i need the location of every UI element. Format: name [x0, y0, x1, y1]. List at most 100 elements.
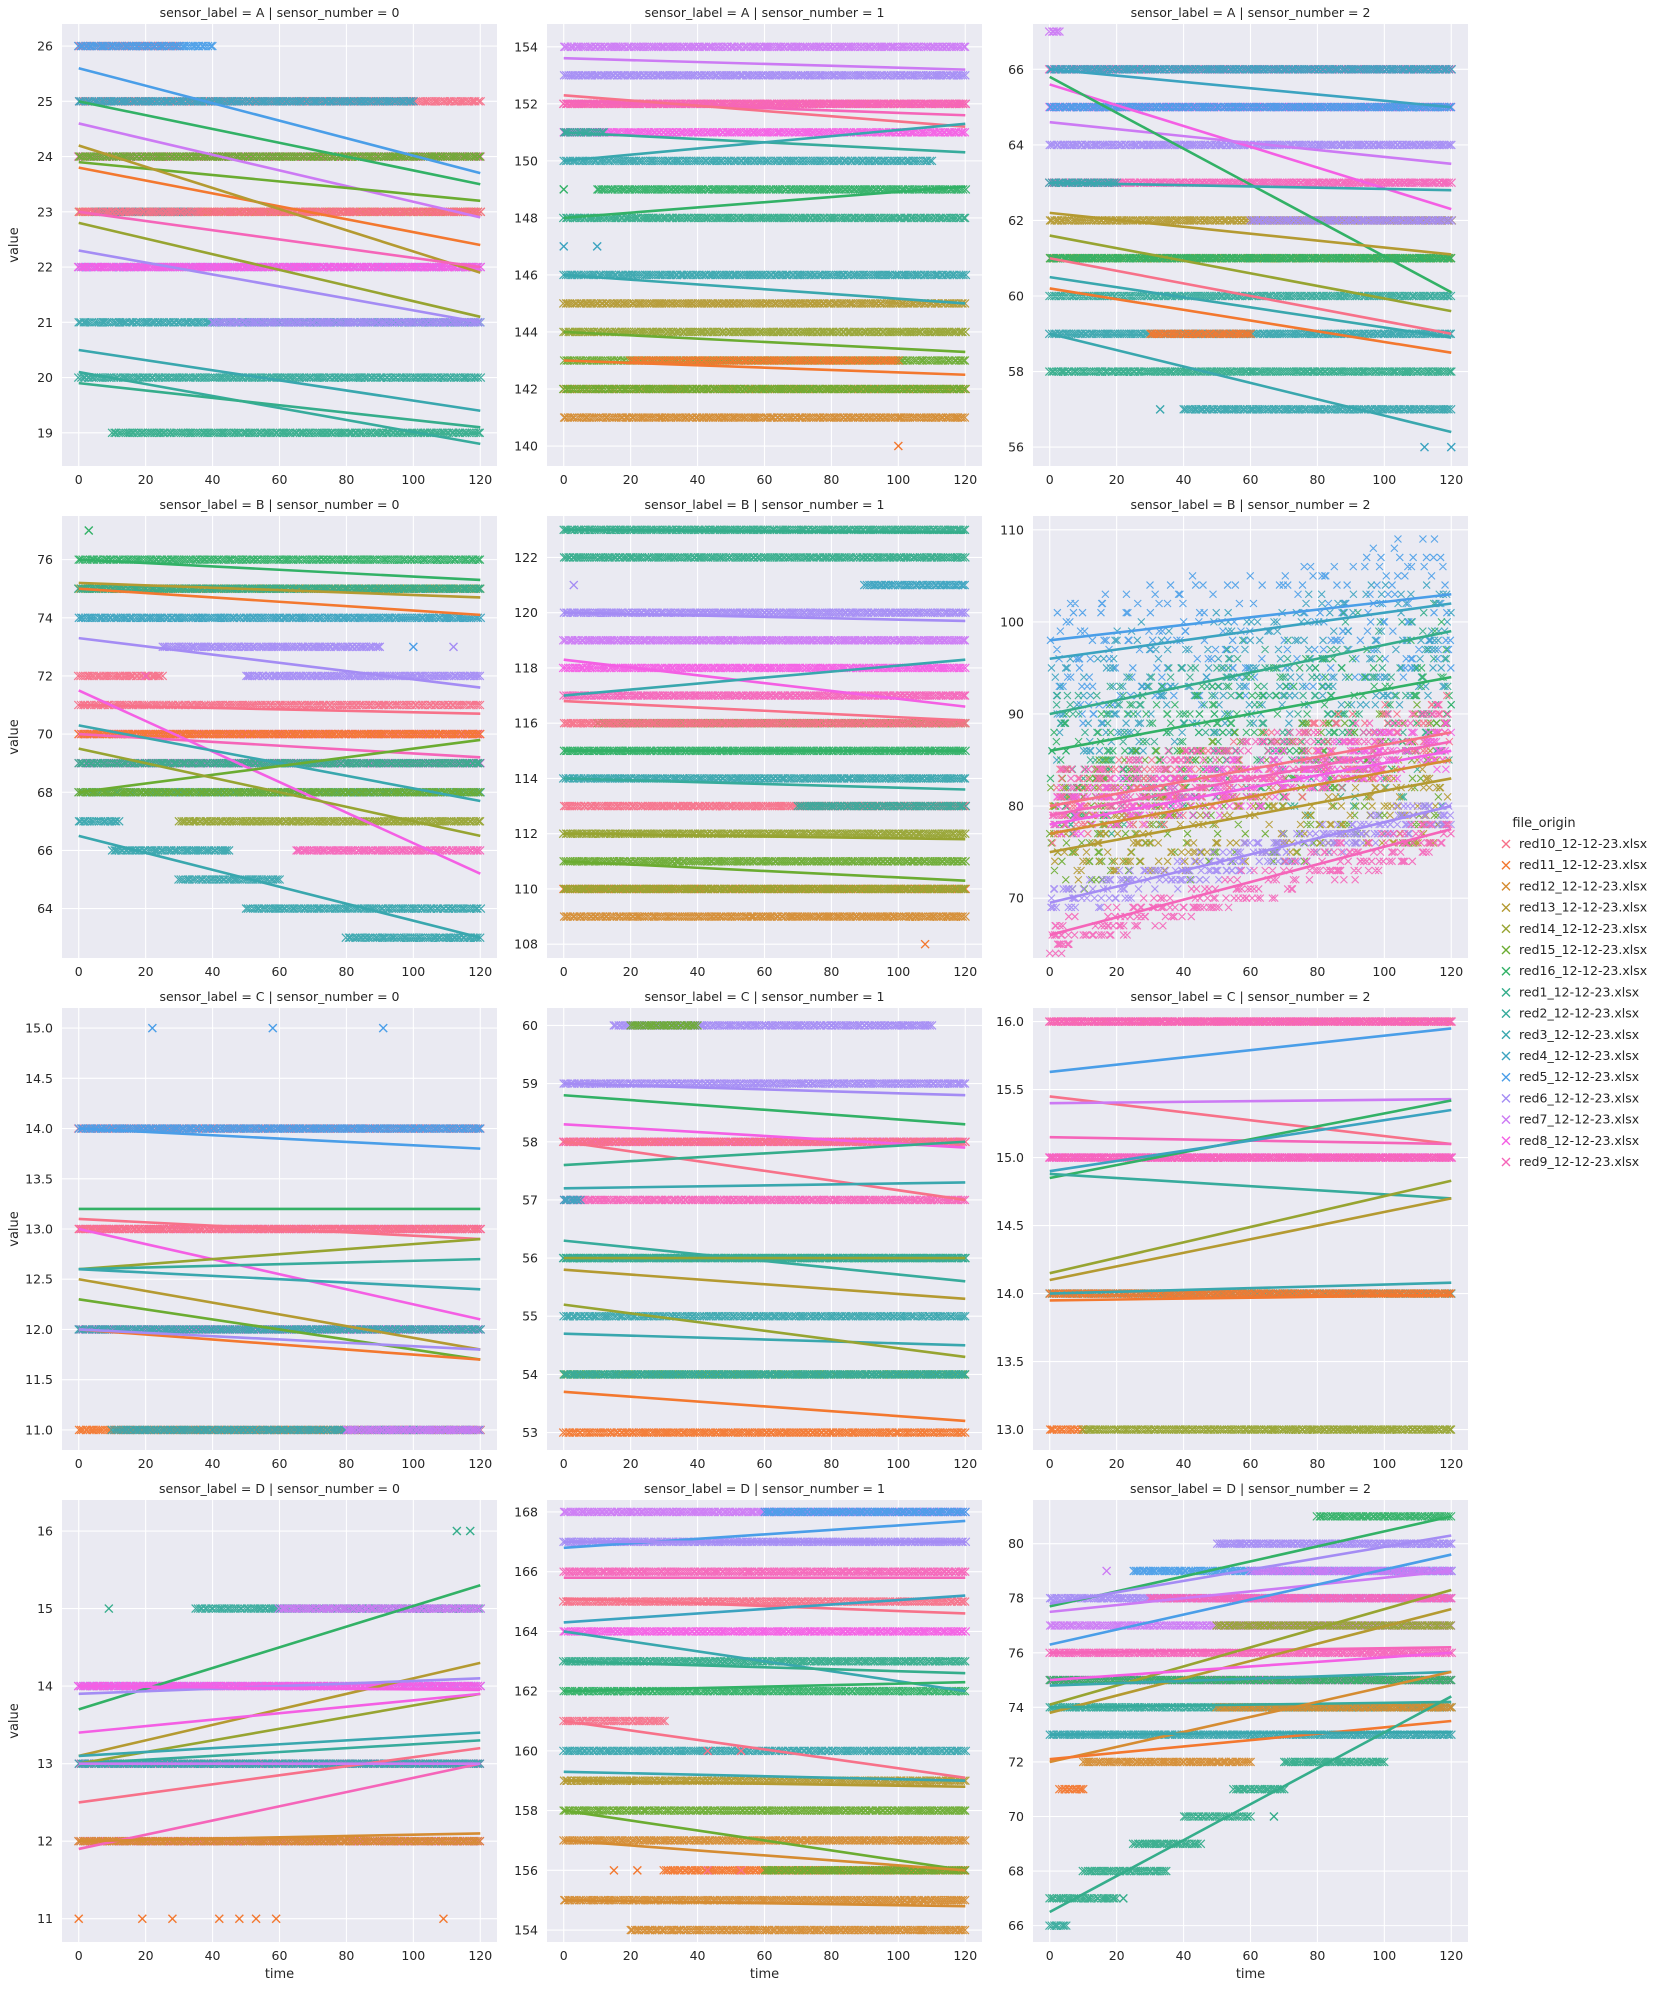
x-tick-label: 20 [138, 1948, 154, 1963]
x-tick-label: 80 [1309, 1456, 1325, 1471]
regression-line [1049, 75, 1452, 294]
y-tick-label: 164 [514, 1624, 538, 1639]
regression-line [1049, 1534, 1452, 1605]
y-tick-label: 158 [514, 1803, 538, 1818]
regression-line [78, 738, 481, 794]
scatter-markers [760, 1865, 970, 1875]
series-level-band [559, 718, 970, 728]
scatter-markers [74, 613, 486, 623]
regression-line [563, 1181, 966, 1190]
regression-line [1049, 1097, 1452, 1105]
series-level-band [1054, 1784, 1088, 1794]
scatter-markers [559, 70, 970, 80]
x-tick-label: 60 [757, 1456, 773, 1471]
scatter-markers [1045, 1017, 1457, 1027]
legend-item: red1_12-12-23.xlsx [1501, 984, 1639, 999]
series-level-band [559, 1369, 970, 1379]
series-level-band [1045, 1921, 1071, 1931]
series-level-band [292, 845, 485, 855]
regression-line [1049, 1651, 1452, 1682]
regression-line [563, 122, 966, 163]
x-tick-label: 100 [401, 472, 425, 487]
plot-area [1045, 1511, 1457, 1931]
x-tick-label: 0 [560, 964, 568, 979]
regression-line [563, 528, 966, 534]
y-tick-label: 64 [1008, 137, 1024, 152]
facet-panel: sensor_label = B | sensor_number = 0 64 66… [7, 497, 497, 979]
y-tick-label: 152 [514, 96, 538, 111]
x-tick-label: 40 [205, 472, 221, 487]
regression-line [78, 1684, 481, 1692]
y-axis-label: value [7, 1211, 22, 1247]
y-axis-label: value [7, 227, 22, 263]
scatter-point [141, 671, 151, 681]
series-level-band [1044, 27, 1064, 36]
facet-title: sensor_label = D | sensor_number = 1 [644, 1481, 885, 1496]
plot-area [558, 42, 971, 451]
series-level-band [559, 413, 970, 422]
regression-line [1049, 1099, 1452, 1180]
x-tick-label: 0 [1046, 964, 1054, 979]
y-tick-label: 114 [514, 771, 538, 786]
x-tick-label: 80 [1309, 1948, 1325, 1963]
legend-marker [1501, 1157, 1511, 1167]
x-tick-label: 100 [401, 1456, 425, 1471]
y-tick-label: 118 [514, 660, 538, 675]
facet-title: sensor_label = B | sensor_number = 0 [160, 497, 400, 512]
legend-item: red15_12-12-23.xlsx [1501, 942, 1647, 957]
x-tick-label: 120 [468, 472, 492, 487]
legend-label: red7_12-12-23.xlsx [1519, 1112, 1639, 1127]
legend-item: red16_12-12-23.xlsx [1501, 963, 1647, 978]
series-level-band [559, 912, 970, 921]
legend-marker [1501, 1009, 1511, 1019]
y-tick-label: 162 [514, 1684, 538, 1699]
legend-marker [1501, 945, 1511, 955]
scatter-markers [760, 1507, 970, 1517]
facet-title: sensor_label = A | sensor_number = 0 [160, 5, 400, 20]
y-tick-label: 58 [522, 1134, 538, 1149]
series-level-band [1312, 1511, 1456, 1521]
scatter-markers [341, 933, 485, 943]
x-tick-label: 20 [623, 964, 639, 979]
scatter-markers [1078, 1425, 1456, 1435]
scatter-markers [1128, 1839, 1206, 1849]
series-level-band [1045, 1893, 1121, 1903]
scatter-markers [74, 555, 485, 565]
x-tick-label: 120 [468, 964, 492, 979]
y-tick-label: 22 [37, 260, 53, 275]
x-tick-label: 40 [205, 964, 221, 979]
x-axis-label: time [750, 1967, 779, 1982]
series-level-band [73, 41, 217, 51]
scatter-point [214, 1914, 224, 1924]
scatter-point [1155, 404, 1165, 414]
legend-item: red12_12-12-23.xlsx [1501, 878, 1647, 893]
x-tick-label: 100 [886, 472, 910, 487]
facet-title: sensor_label = B | sensor_number = 2 [1131, 497, 1371, 512]
y-tick-label: 26 [37, 39, 53, 54]
x-tick-label: 60 [1243, 964, 1259, 979]
x-tick-label: 80 [823, 1456, 839, 1471]
x-tick-label: 20 [623, 472, 639, 487]
x-tick-label: 20 [138, 472, 154, 487]
y-tick-label: 160 [514, 1743, 538, 1758]
x-tick-label: 100 [886, 1948, 910, 1963]
scatter-point [893, 441, 903, 451]
series-level-band [626, 1925, 970, 1935]
facet-panel: sensor_label = B | sensor_number = 1 108 1… [514, 497, 982, 979]
regression-line [563, 1809, 966, 1872]
legend-label: red13_12-12-23.xlsx [1519, 900, 1647, 915]
scatter-markers [158, 642, 385, 652]
regression-line [78, 1762, 481, 1851]
scatter-markers [626, 1021, 702, 1030]
regression-line [78, 381, 481, 429]
series-level-band [1044, 367, 1456, 376]
scatter-point [559, 241, 569, 251]
regression-line [563, 1597, 966, 1615]
scatter-markers [625, 356, 904, 365]
regression-line [78, 689, 481, 875]
y-tick-label: 156 [514, 1863, 538, 1878]
regression-line [563, 1390, 966, 1423]
y-tick-label: 66 [37, 843, 53, 858]
scatter-point [703, 1746, 713, 1756]
y-axis-label: value [7, 719, 22, 755]
